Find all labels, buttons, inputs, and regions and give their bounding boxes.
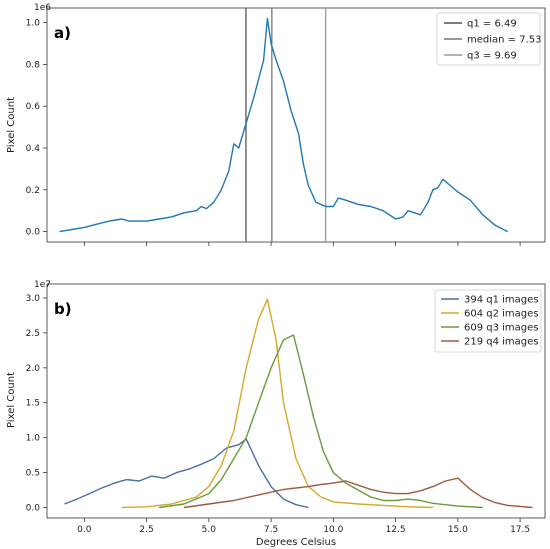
y-tick-label: 1.5	[26, 399, 40, 409]
x-tick-label: 10.0	[323, 525, 343, 535]
y-tick-label: 0.6	[26, 102, 41, 112]
x-tick-label: 7.5	[264, 525, 278, 535]
y-tick-label: 0.5	[26, 469, 40, 479]
legend-b: 394 q1 images 604 q2 images 609 q3 image…	[434, 289, 542, 353]
series-lines-b	[64, 298, 533, 509]
y-axis-label-a: Pixel Count	[6, 97, 17, 153]
series-line-q2	[121, 298, 433, 509]
chart-a: 1e6 a) Pixel Count 0.0 0.2 0.4 0.6 0.8 1.0 q1…	[6, 3, 546, 246]
chart-b: 1e7 b) Pixel Count Degrees Celsius 0.00.…	[6, 280, 546, 548]
legend-label-median: median = 7.53	[467, 35, 542, 46]
legend-box-a	[436, 12, 541, 66]
legend-label-q1: q1 = 6.49	[467, 19, 517, 30]
y-tick-label: 2.0	[26, 364, 41, 374]
y-axis-label-b: Pixel Count	[6, 372, 17, 428]
y-tick-label: 0.8	[26, 60, 41, 70]
x-tick-label: 17.5	[510, 525, 530, 535]
panel-label-b: b)	[54, 300, 72, 318]
axis-ticks-a: 0.0 0.2 0.4 0.6 0.8 1.0	[26, 19, 521, 246]
axis-ticks-b: 0.0 0.5 1.0 1.5 2.0 2.5 3.0 0.0 2.5 5.0 7.5 10.0 12.…	[26, 294, 530, 535]
y-exponent-a: 1e6	[34, 3, 51, 13]
series-line-q1	[64, 438, 309, 509]
series-line-pixel-count	[59, 17, 509, 233]
y-tick-label: 1.0	[26, 19, 41, 29]
x-tick-label: 0.0	[77, 525, 92, 535]
panel-label-a: a)	[54, 24, 71, 42]
series-line-q4	[183, 477, 533, 509]
y-exponent-b: 1e7	[34, 280, 51, 290]
legend-a: q1 = 6.49 median = 7.53 q3 = 9.69	[436, 12, 542, 66]
legend-label-q4-images: 219 q4 images	[464, 337, 539, 348]
legend-label-q2-images: 604 q2 images	[464, 309, 539, 320]
y-tick-label: 1.0	[26, 434, 41, 444]
y-tick-label: 0.0	[26, 228, 41, 238]
x-tick-label: 12.5	[386, 525, 406, 535]
x-tick-label: 15.0	[448, 525, 468, 535]
series-line-q3	[159, 334, 483, 509]
series-lines-a	[59, 17, 509, 233]
x-axis-label-b: Degrees Celsius	[256, 537, 336, 548]
x-tick-label: 5.0	[202, 525, 217, 535]
legend-label-q1-images: 394 q1 images	[464, 295, 539, 306]
y-tick-label: 0.0	[26, 504, 41, 514]
y-tick-label: 0.4	[26, 144, 41, 154]
y-tick-label: 0.2	[26, 186, 40, 196]
legend-label-q3-images: 609 q3 images	[464, 323, 539, 334]
x-tick-label: 2.5	[139, 525, 153, 535]
y-tick-label: 2.5	[26, 329, 40, 339]
legend-box-b	[434, 289, 542, 353]
legend-label-q3: q3 = 9.69	[467, 51, 517, 62]
y-tick-label: 3.0	[26, 294, 41, 304]
